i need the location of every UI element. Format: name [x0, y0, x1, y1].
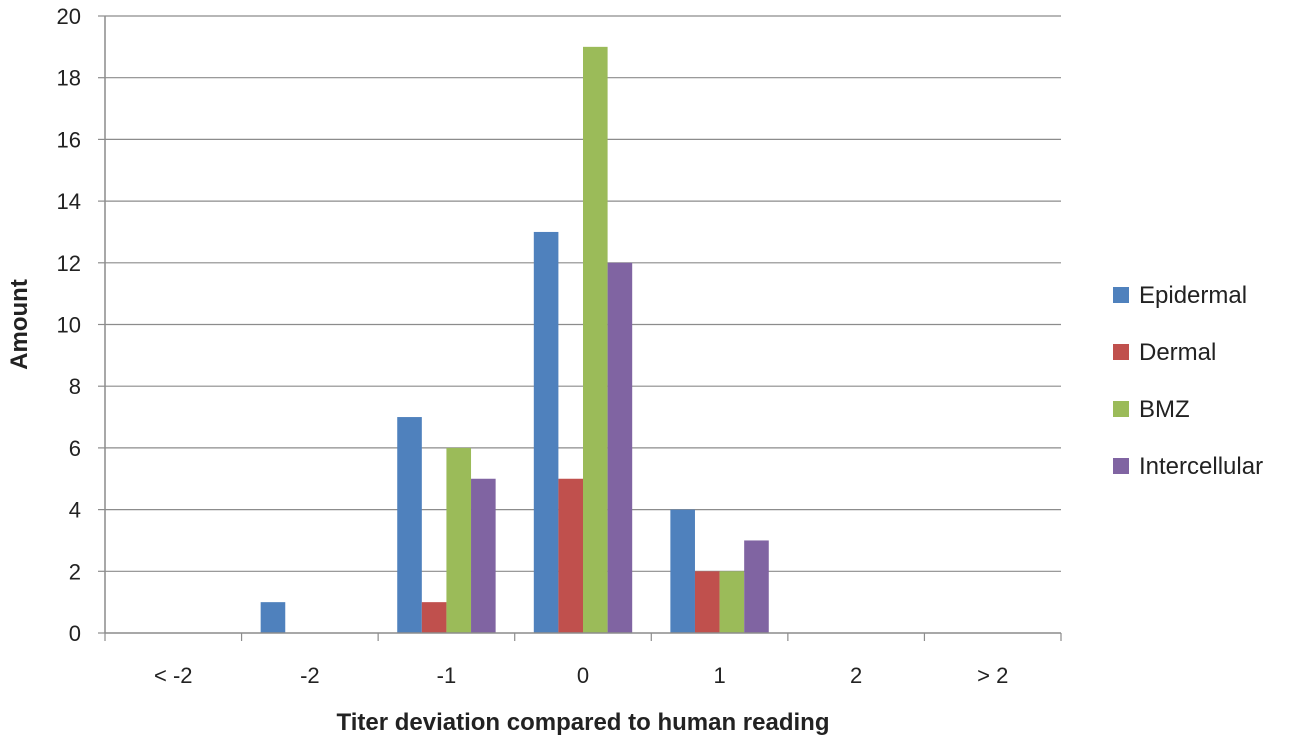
- y-tick-label: 6: [69, 436, 81, 461]
- legend-swatch-dermal: [1113, 344, 1129, 360]
- y-tick-label: 10: [57, 313, 81, 338]
- bar-intercellular-4: [744, 540, 769, 633]
- bars: [260, 46, 769, 634]
- x-tick-label: -2: [300, 663, 320, 688]
- bar-epidermal-2: [397, 417, 422, 633]
- legend-swatch-bmz: [1113, 401, 1129, 417]
- bar-intercellular-3: [607, 262, 633, 633]
- bar-bmz-4: [719, 571, 745, 633]
- y-tick-label: 20: [57, 4, 81, 29]
- legend-label-dermal: Dermal: [1139, 339, 1216, 366]
- axes: [98, 15, 1062, 641]
- x-tick-label: < -2: [154, 663, 193, 688]
- bar-epidermal-4: [670, 509, 695, 633]
- legend-swatch-intercellular: [1113, 458, 1129, 474]
- y-tick-labels: 0 2 4 6 8 10 12 14 16 18 20: [57, 4, 81, 646]
- bar-intercellular-2: [471, 478, 496, 633]
- legend-label-epidermal: Epidermal: [1139, 282, 1247, 309]
- bar-dermal-2: [421, 602, 447, 633]
- bar-epidermal-3: [533, 231, 559, 633]
- x-tick-label: -1: [437, 663, 457, 688]
- bar-dermal-4: [694, 571, 720, 633]
- y-tick-label: 4: [69, 498, 81, 523]
- legend-label-intercellular: Intercellular: [1139, 453, 1263, 480]
- y-tick-label: 18: [57, 66, 81, 91]
- legend-label-bmz: BMZ: [1139, 396, 1190, 423]
- x-tick-labels: < -2 -2 -1 0 1 2 > 2: [154, 663, 1008, 688]
- bar-dermal-3: [558, 478, 583, 633]
- x-tick-label: > 2: [977, 663, 1008, 688]
- bar-bmz-3: [583, 46, 608, 634]
- x-tick-label: 0: [577, 663, 589, 688]
- y-tick-label: 16: [57, 127, 81, 152]
- y-axis-title: Amount: [6, 279, 33, 370]
- y-tick-label: 0: [69, 621, 81, 646]
- y-tick-label: 8: [69, 374, 81, 399]
- bar-epidermal-1: [260, 602, 286, 633]
- legend: Epidermal Dermal BMZ Intercellular: [1113, 282, 1263, 480]
- y-tick-label: 14: [57, 189, 81, 214]
- x-tick-label: 1: [713, 663, 725, 688]
- x-axis-title: Titer deviation compared to human readin…: [337, 709, 830, 736]
- legend-swatch-epidermal: [1113, 287, 1129, 303]
- bar-bmz-2: [446, 447, 472, 633]
- y-tick-label: 2: [69, 559, 81, 584]
- y-tick-label: 12: [57, 251, 81, 276]
- x-tick-label: 2: [850, 663, 862, 688]
